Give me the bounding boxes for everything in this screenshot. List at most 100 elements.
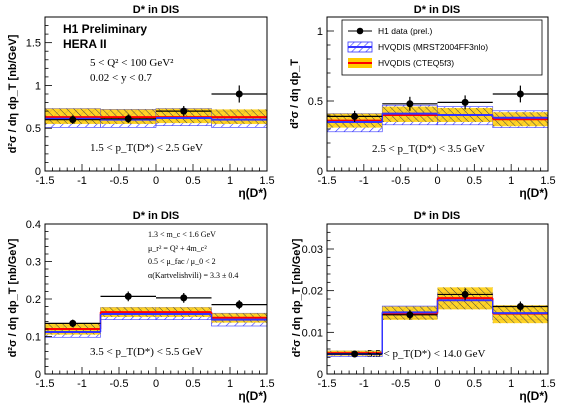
- panel-1-xtick-label: -1.5: [36, 175, 55, 187]
- panel-2-data-point-3: [461, 98, 469, 106]
- panel-2-xtick-label: -0.5: [391, 175, 410, 187]
- panel-2-ytick-label: 0: [317, 166, 323, 178]
- panel-2-ytick-label: 0.5: [308, 96, 323, 108]
- panel-3-param-alpha: α(Kartvelishvili) = 3.3 ± 0.4: [148, 271, 238, 280]
- panel-1-ytick-label: 0: [35, 166, 41, 178]
- panel-2-xtick-label: -1.5: [318, 175, 337, 187]
- panel-3: D* in DIS -1.5 -1 -0.5 0 0.5 1 1.5 00.10.20.30…: [7, 210, 275, 403]
- panel-2-ylabel: d²σ / dη dp_T: [289, 59, 301, 129]
- panel-1-yaxis: 0 0.5 1 1.5: [26, 16, 52, 178]
- panel-2-title: D* in DIS: [414, 4, 460, 16]
- legend-mrst-label: HVQDIS (MRST2004FF3nlo): [378, 42, 488, 52]
- legend-cteq-label: HVQDIS (CTEQ5f3): [378, 58, 454, 68]
- panel-1-ytick-label: 0.5: [26, 123, 41, 135]
- panel-3-ytick-label: 0.2: [26, 294, 41, 306]
- panel-3-data-point-1: [69, 319, 77, 327]
- panel-4-data: [327, 288, 548, 358]
- panel-2-data-point-4: [516, 90, 524, 98]
- panel-4: D* in DIS -1.5 -1 -0.5 0 0.5 1 1.5 0 0.01 0.02 0.…: [291, 210, 556, 403]
- panel-1-ylabel: d²σ / dη dp_T [nb/GeV]: [7, 34, 19, 153]
- panel-1-xtick-label: 1: [227, 175, 233, 187]
- panel-2-ytick-label: 1: [317, 26, 323, 38]
- panel-2-data-point-2: [406, 100, 414, 108]
- panel-3-xtick-label: -1: [77, 378, 87, 390]
- panel-4-data-point-1: [351, 350, 359, 358]
- panel-1-pt-range: 1.5 < p_T(D*) < 2.5 GeV: [90, 142, 203, 154]
- panel-2-data: [327, 85, 548, 122]
- panel-4-ylabel: d²σ / dη dp_T [nb/GeV]: [291, 238, 303, 357]
- panel-3-param-mufac: 0.5 < μ_fac / μ_0 < 2: [148, 257, 216, 266]
- panel-4-xtick-label: -1: [359, 378, 369, 390]
- panel-4-ytick-label: 0: [317, 369, 323, 381]
- panel-1-xtick-label: -0.5: [110, 175, 129, 187]
- panel-3-yaxis: 0 0.1 0.2 0.3 0.4: [26, 219, 52, 381]
- panel-4-xtick-label: 0: [434, 378, 440, 390]
- panel-1-xtick-label: 1.5: [259, 175, 274, 187]
- panel-1-data-point-1: [69, 116, 77, 124]
- legend-data-marker: [356, 27, 364, 35]
- panel-3-title: D* in DIS: [133, 210, 179, 222]
- panel-4-ytick-label: 0.01: [302, 327, 323, 339]
- panel-1-xtick-label: 0.5: [185, 175, 200, 187]
- panel-1-title: D* in DIS: [133, 4, 179, 16]
- panel-2-xtick-label: 1: [508, 175, 514, 187]
- panel-4-data-point-4: [516, 303, 524, 310]
- panel-1-data: [45, 85, 267, 124]
- panel-4-plot-area: -1.5 -1 -0.5 0 0.5 1 1.5 0 0.01 0.02 0.03: [302, 223, 556, 390]
- panel-2-yaxis: 00.51: [308, 16, 334, 178]
- panel-1-xlabel: η(D*): [238, 186, 267, 200]
- panel-3-data-point-4: [235, 301, 243, 309]
- panel-3-xtick-label: -1.5: [36, 378, 55, 390]
- panel-3-ytick-label: 0.4: [26, 219, 41, 231]
- panel-3-param-mc: 1.3 < m_c < 1.6 GeV: [148, 230, 216, 239]
- panel-4-title: D* in DIS: [414, 210, 460, 222]
- panel-3-pt-range: 3.5 < p_T(D*) < 5.5 GeV: [90, 346, 203, 358]
- panel-3-param-mur: μ_r² = Q² + 4m_c²: [148, 244, 207, 253]
- panel-3-data-point-2: [124, 292, 132, 300]
- panel-3-xtick-label: 0.5: [185, 378, 200, 390]
- panel-3-ytick-label: 0.1: [26, 332, 41, 344]
- panel-4-xlabel: η(D*): [519, 389, 548, 403]
- panel-1-kin-q2: 5 < Q² < 100 GeV²: [90, 57, 174, 69]
- panel-3-data: [45, 291, 267, 328]
- panel-2-xtick-label: -1: [359, 175, 369, 187]
- panel-3-data-point-3: [180, 294, 188, 302]
- panel-1-label-preliminary: H1 Preliminary: [63, 22, 147, 36]
- panel-3-xlabel: η(D*): [238, 389, 267, 403]
- panel-3-ytick-label: 0: [35, 369, 41, 381]
- panel-2-xtick-label: 0.5: [467, 175, 482, 187]
- legend-data-label: H1 data (prel.): [378, 26, 432, 36]
- panel-1-ytick-label: 1.5: [26, 38, 41, 50]
- panel-4-pt-range: 5.5 < p_T(D*) < 14.0 GeV: [367, 348, 485, 360]
- panel-4-xaxis: -1.5 -1 -0.5 0 0.5 1 1.5: [318, 367, 556, 390]
- panel-2-data-point-1: [351, 112, 359, 120]
- panel-3-xtick-label: 1: [227, 378, 233, 390]
- panel-1-label-hera: HERA II: [63, 37, 107, 51]
- panel-1-ytick-label: 1: [35, 80, 41, 92]
- panel-3-plot-area: -1.5 -1 -0.5 0 0.5 1 1.5 0 0.1 0.2 0.3 0.4: [26, 219, 275, 390]
- panel-2-plot-area: -1.5 -1 -0.5 0 0.5 1 1.5 00.51: [308, 16, 556, 187]
- panel-3-lines: [45, 311, 267, 333]
- panel-4-xtick-label: 1.5: [540, 378, 555, 390]
- panel-3-xaxis: -1.5 -1 -0.5 0 0.5 1 1.5: [36, 367, 275, 390]
- panel-1-data-point-3: [180, 107, 188, 115]
- panel-4-xtick-label: -0.5: [391, 378, 410, 390]
- panel-1-kin-y: 0.02 < y < 0.7: [90, 72, 152, 84]
- panel-3-ylabel: d²σ / dη dp_T [nb/GeV]: [7, 238, 19, 357]
- panel-2-xaxis: -1.5 -1 -0.5 0 0.5 1 1.5: [318, 164, 556, 187]
- panel-4-ytick-label: 0.03: [302, 244, 323, 256]
- panel-1-data-point-4: [235, 90, 243, 98]
- panel-1-data-point-2: [124, 115, 132, 123]
- panel-3-xtick-label: 0: [153, 378, 159, 390]
- panel-4-yaxis: 0 0.01 0.02 0.03: [302, 223, 334, 381]
- panel-2: D* in DIS -1.5 -1 -0.5 0 0.5 1 1.5 00.51 H1 da…: [289, 4, 556, 200]
- panel-2-xtick-label: 1.5: [540, 175, 555, 187]
- panel-4-ytick-label: 0.02: [302, 286, 323, 298]
- panel-4-xtick-label: 1: [508, 378, 514, 390]
- panel-4-xtick-label: -1.5: [318, 378, 337, 390]
- panel-2-xtick-label: 0: [434, 175, 440, 187]
- panel-4-xtick-label: 0.5: [467, 378, 482, 390]
- legend-box: [341, 19, 543, 76]
- panel-1-xtick-label: -1: [77, 175, 87, 187]
